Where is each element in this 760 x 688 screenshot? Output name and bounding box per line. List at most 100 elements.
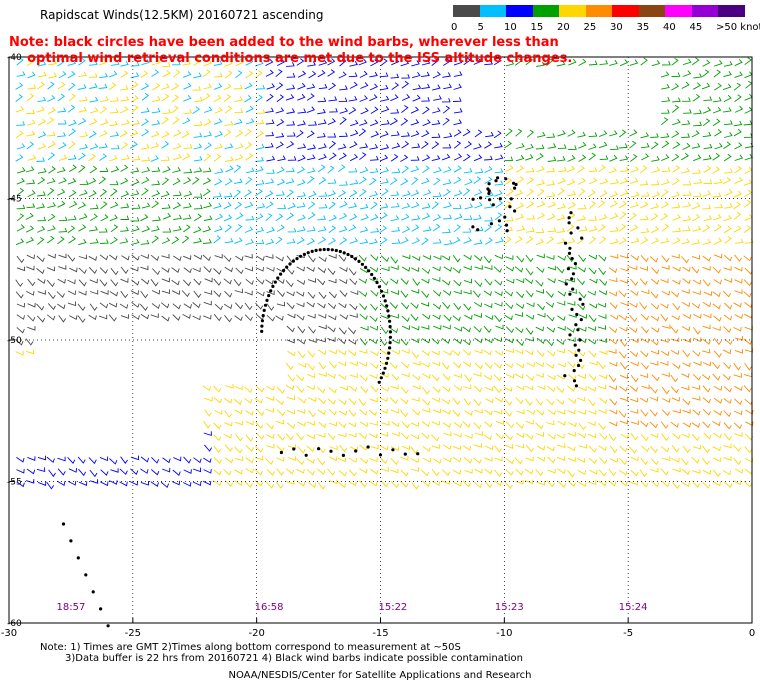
wind-barb	[474, 349, 483, 354]
wind-barb	[744, 313, 753, 319]
wind-barb	[214, 143, 223, 150]
wind-barb	[400, 118, 409, 126]
contamination-circle	[568, 246, 572, 250]
wind-barb	[110, 188, 118, 197]
wind-barb	[473, 214, 482, 221]
wind-barb	[224, 410, 232, 418]
wind-barb	[722, 373, 731, 381]
wind-barb	[183, 108, 193, 115]
wind-barb	[567, 337, 576, 343]
wind-barb	[151, 235, 159, 244]
wind-barb	[26, 93, 35, 102]
wind-barb	[16, 266, 26, 272]
wind-barb	[722, 83, 732, 91]
wind-barb	[536, 165, 545, 173]
wind-barb	[568, 264, 577, 270]
wind-barb	[234, 420, 243, 426]
wind-barb	[98, 59, 108, 66]
wind-barb	[109, 154, 118, 162]
wind-barb	[150, 279, 159, 287]
wind-barb	[588, 433, 597, 439]
wind-barb	[660, 314, 669, 322]
wind-barb	[224, 421, 233, 427]
wind-barb	[89, 238, 99, 244]
wind-barb	[358, 278, 367, 284]
wind-barb	[360, 107, 369, 115]
contamination-circle	[334, 248, 338, 253]
y-tick-label: -50	[7, 336, 22, 346]
wind-barb	[473, 143, 482, 150]
wind-barb	[566, 277, 575, 283]
wind-barb	[485, 386, 494, 392]
wind-barb	[68, 189, 77, 198]
wind-barb	[661, 140, 670, 149]
wind-barb	[464, 434, 473, 439]
wind-barb	[589, 236, 597, 245]
wind-barb	[619, 155, 629, 162]
wind-barb	[120, 203, 130, 209]
wind-barb	[15, 130, 24, 138]
wind-barb	[141, 225, 151, 233]
wind-barb	[453, 481, 462, 487]
wind-barb	[48, 59, 57, 66]
wind-barb	[16, 204, 26, 210]
wind-barb	[442, 469, 451, 477]
contamination-circle	[288, 262, 292, 266]
wind-barb	[255, 239, 265, 245]
wind-barb	[389, 362, 398, 370]
wind-barb	[421, 59, 431, 66]
wind-barb	[234, 108, 244, 114]
wind-barb	[370, 214, 379, 221]
wind-barb	[369, 143, 379, 150]
wind-barb	[213, 434, 222, 442]
wind-barb	[702, 131, 712, 138]
wind-barb	[182, 482, 192, 487]
wind-barb	[524, 468, 534, 475]
wind-barb	[172, 303, 181, 310]
wind-barb	[599, 178, 609, 185]
wind-barb	[484, 468, 493, 475]
wind-barb	[223, 255, 232, 263]
wind-barb	[214, 178, 223, 186]
wind-barb	[432, 314, 441, 320]
wind-barb	[557, 144, 567, 149]
wind-barb	[442, 422, 451, 428]
contamination-circle	[282, 268, 286, 273]
wind-barb	[120, 106, 129, 114]
wind-barb	[391, 226, 401, 232]
wind-barb	[391, 82, 400, 90]
wind-barb	[672, 237, 681, 245]
wind-barb	[691, 130, 700, 138]
wind-barb	[99, 302, 109, 309]
wind-barb	[244, 94, 252, 103]
wind-barb	[161, 237, 171, 244]
wind-barb	[558, 166, 567, 173]
contamination-circle	[570, 277, 574, 281]
wind-barb	[46, 314, 56, 321]
wind-barb	[743, 279, 752, 287]
wind-barb	[743, 291, 752, 298]
wind-barb	[234, 409, 243, 415]
contamination-circle	[386, 356, 390, 360]
wind-barb	[525, 290, 534, 298]
wind-barb	[421, 338, 431, 344]
wind-barb	[255, 213, 264, 221]
wind-barb	[276, 94, 285, 103]
wind-barb	[473, 385, 483, 393]
wind-barb	[297, 120, 306, 127]
wind-barb	[608, 291, 618, 297]
wind-barb	[214, 72, 223, 78]
wind-barb	[119, 85, 129, 91]
wind-barb	[130, 266, 139, 272]
wind-barb	[463, 237, 472, 244]
wind-barb	[27, 154, 37, 161]
wind-barb	[131, 302, 140, 308]
wind-barb	[672, 118, 681, 126]
wind-barb	[140, 265, 149, 271]
wind-barb	[349, 303, 358, 311]
wind-barb	[599, 374, 608, 380]
wind-barb	[464, 178, 473, 186]
wind-barb	[588, 225, 598, 232]
contamination-circle	[269, 289, 273, 293]
wind-barb	[203, 202, 212, 209]
